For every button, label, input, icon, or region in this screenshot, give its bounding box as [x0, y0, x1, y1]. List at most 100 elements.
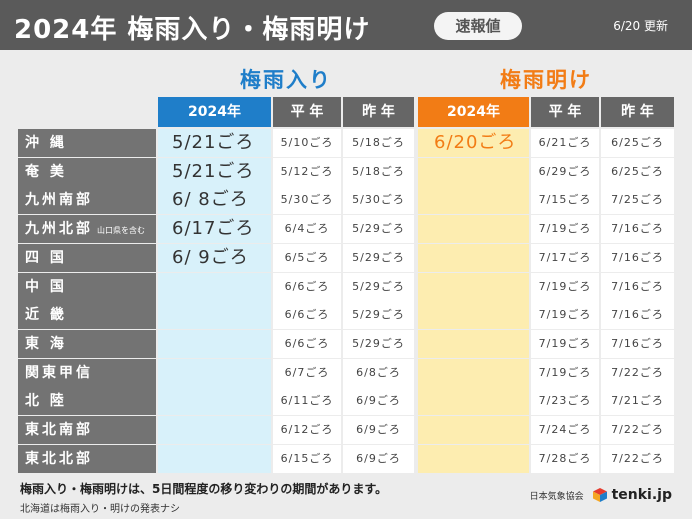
cell-iri-normal: 6/12ごろ: [273, 416, 341, 444]
cell-ake-last: 7/25ごろ: [601, 186, 674, 214]
cell-iri-normal: 6/11ごろ: [273, 387, 341, 415]
group-title-ake: 梅雨明け: [500, 68, 592, 92]
cell-iri-last: 5/29ごろ: [343, 301, 414, 329]
header-bar: 2024年 梅雨入り・梅雨明け 速報値 6/20 更新: [0, 0, 692, 50]
cell-iri-last: 5/29ごろ: [343, 273, 414, 301]
cell-ake-last: 7/22ごろ: [601, 359, 674, 387]
cell-ake-2024: [418, 301, 529, 329]
cell-iri-2024: 5/21ごろ: [158, 158, 271, 186]
cell-ake-last: 7/16ごろ: [601, 273, 674, 301]
cell-ake-last: 6/25ごろ: [601, 158, 674, 186]
cell-iri-2024: [158, 330, 271, 358]
cell-iri-last: 6/9ごろ: [343, 445, 414, 473]
cell-iri-2024: 6/ 8ごろ: [158, 186, 271, 214]
region-label: 四 国: [18, 244, 156, 272]
region-name: 九州北部: [25, 221, 93, 237]
region-name: 東 海: [25, 336, 67, 352]
region-name: 九州南部: [25, 192, 93, 208]
cell-ake-normal: 7/19ごろ: [531, 273, 599, 301]
cell-iri-normal: 6/5ごろ: [273, 244, 341, 272]
region-name: 東北南部: [25, 422, 93, 438]
preliminary-badge: 速報値: [434, 12, 522, 40]
region-label: 沖 縄: [18, 129, 156, 157]
cell-iri-2024: [158, 387, 271, 415]
cell-ake-last: 7/16ごろ: [601, 330, 674, 358]
cell-ake-2024: [418, 416, 529, 444]
source-label: 日本気象協会: [529, 491, 584, 502]
cell-iri-2024: [158, 301, 271, 329]
region-name: 奄 美: [25, 164, 67, 180]
region-label: 東 海: [18, 330, 156, 358]
region-label: 東北南部: [18, 416, 156, 444]
cell-iri-normal: 6/4ごろ: [273, 215, 341, 243]
cell-iri-2024: [158, 359, 271, 387]
cell-ake-normal: 7/19ごろ: [531, 330, 599, 358]
cell-iri-2024: [158, 416, 271, 444]
region-label: 九州南部: [18, 186, 156, 214]
cell-ake-normal: 7/19ごろ: [531, 301, 599, 329]
region-label: 関東甲信: [18, 359, 156, 387]
cell-ake-last: 7/16ごろ: [601, 244, 674, 272]
cell-iri-last: 5/29ごろ: [343, 330, 414, 358]
cell-ake-normal: 6/29ごろ: [531, 158, 599, 186]
cell-ake-2024: [418, 215, 529, 243]
region-label: 奄 美: [18, 158, 156, 186]
brand-name: tenki.jp: [611, 487, 672, 503]
updated-date: 6/20 更新: [613, 19, 668, 33]
cell-iri-2024: 5/21ごろ: [158, 129, 271, 157]
cell-iri-normal: 6/6ごろ: [273, 330, 341, 358]
cell-ake-2024: [418, 158, 529, 186]
note-transition: 梅雨入り・梅雨明けは、5日間程度の移り変わりの期間があります。: [20, 482, 388, 496]
cell-iri-last: 5/18ごろ: [343, 158, 414, 186]
col-iri-2024: 2024年: [158, 97, 271, 127]
cell-iri-normal: 5/30ごろ: [273, 186, 341, 214]
region-label: 中 国: [18, 273, 156, 301]
cell-ake-last: 7/22ごろ: [601, 445, 674, 473]
cell-ake-normal: 7/28ごろ: [531, 445, 599, 473]
region-name: 沖 縄: [25, 135, 67, 151]
col-iri-last: 昨 年: [343, 97, 414, 127]
cell-ake-normal: 7/15ごろ: [531, 186, 599, 214]
notes: 梅雨入り・梅雨明けは、5日間程度の移り変わりの期間があります。 北海道は梅雨入り…: [20, 480, 387, 515]
cell-iri-last: 6/8ごろ: [343, 359, 414, 387]
cell-iri-2024: [158, 445, 271, 473]
cell-ake-normal: 7/19ごろ: [531, 359, 599, 387]
col-ake-2024: 2024年: [418, 97, 529, 127]
cell-iri-normal: 6/6ごろ: [273, 273, 341, 301]
region-name: 関東甲信: [25, 365, 93, 381]
region-note: 山口県を含む: [97, 226, 145, 235]
cube-icon: [592, 488, 607, 502]
tenki-logo: tenki.jp: [592, 487, 672, 503]
cell-iri-normal: 5/12ごろ: [273, 158, 341, 186]
cell-iri-last: 6/9ごろ: [343, 387, 414, 415]
cell-ake-last: 7/22ごろ: [601, 416, 674, 444]
col-ake-last: 昨 年: [601, 97, 674, 127]
page-title: 2024年 梅雨入り・梅雨明け: [14, 15, 371, 45]
cell-iri-2024: 6/ 9ごろ: [158, 244, 271, 272]
cell-ake-2024: [418, 186, 529, 214]
cell-iri-last: 5/29ごろ: [343, 244, 414, 272]
cell-iri-normal: 6/7ごろ: [273, 359, 341, 387]
cell-ake-last: 6/25ごろ: [601, 129, 674, 157]
col-iri-normal: 平 年: [273, 97, 341, 127]
region-name: 中 国: [25, 279, 67, 295]
region-label: 北 陸: [18, 387, 156, 415]
cell-ake-normal: 7/19ごろ: [531, 215, 599, 243]
region-label: 東北北部: [18, 445, 156, 473]
cell-ake-normal: 6/21ごろ: [531, 129, 599, 157]
cell-ake-last: 7/16ごろ: [601, 215, 674, 243]
cell-iri-2024: [158, 273, 271, 301]
cell-ake-2024: 6/20ごろ: [418, 129, 529, 157]
note-hokkaido: 北海道は梅雨入り・明けの発表ナシ: [20, 504, 180, 515]
cell-iri-last: 5/29ごろ: [343, 215, 414, 243]
cell-iri-last: 5/30ごろ: [343, 186, 414, 214]
region-label: 近 畿: [18, 301, 156, 329]
footer-source: 日本気象協会 tenki.jp: [530, 487, 672, 503]
cell-ake-2024: [418, 445, 529, 473]
cell-ake-2024: [418, 387, 529, 415]
cell-iri-normal: 6/6ごろ: [273, 301, 341, 329]
cell-iri-2024: 6/17ごろ: [158, 215, 271, 243]
region-name: 四 国: [25, 250, 67, 266]
cell-ake-normal: 7/24ごろ: [531, 416, 599, 444]
cell-ake-2024: [418, 330, 529, 358]
